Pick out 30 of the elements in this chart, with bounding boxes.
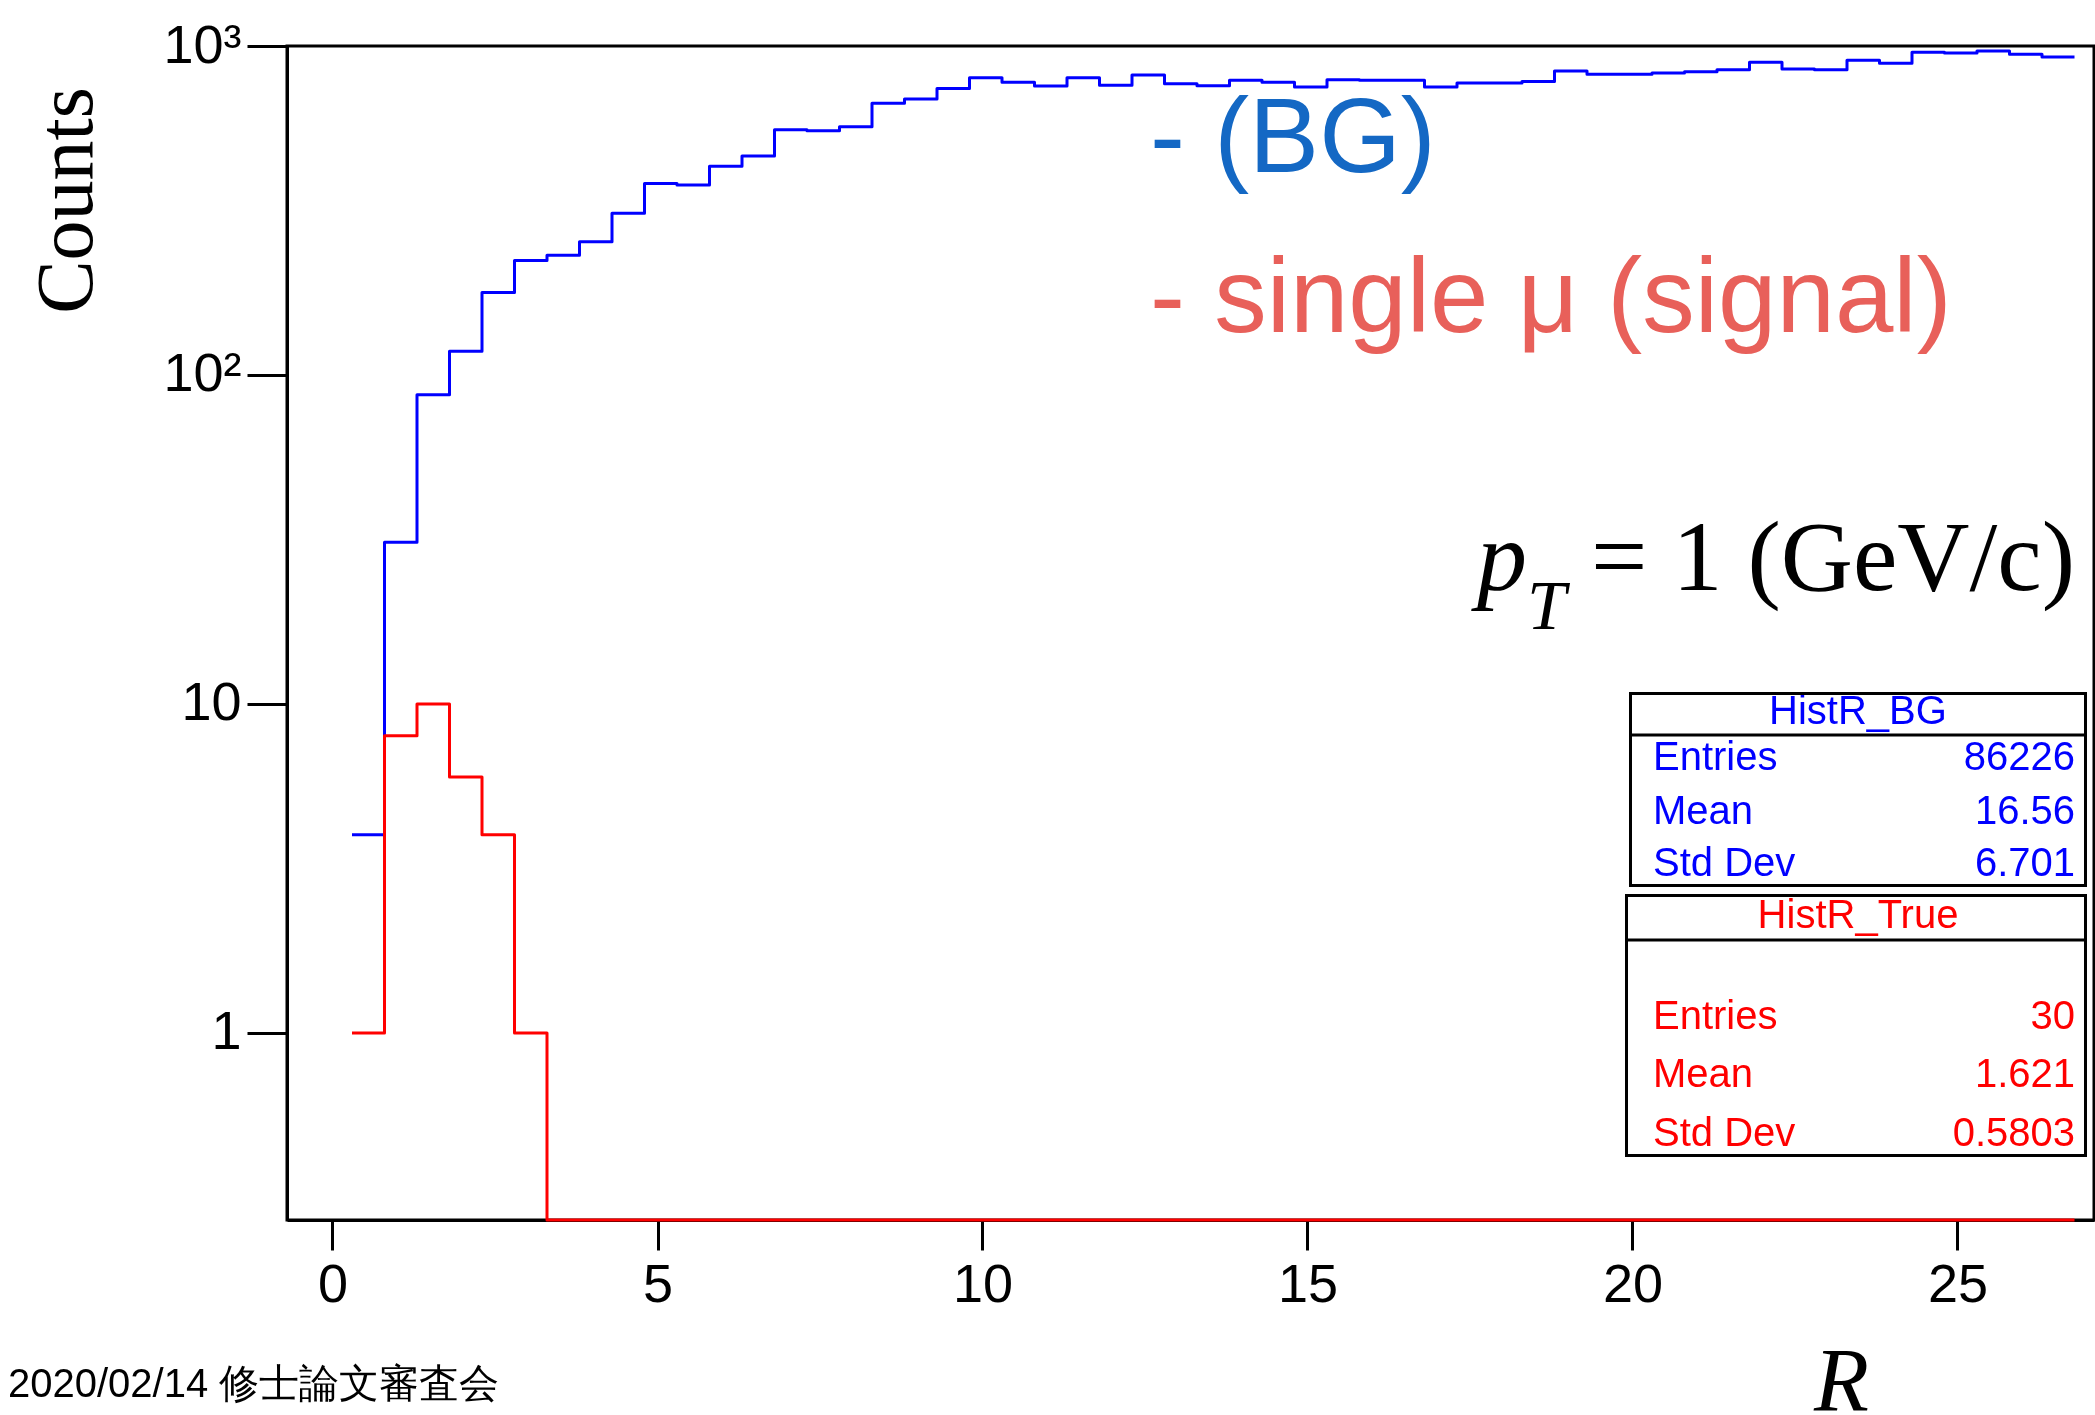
y-tick-label: 10: [181, 671, 242, 732]
annotation: 1.621: [1974, 1051, 2075, 1095]
annotation: - (BG): [1150, 77, 1436, 194]
annotation: 16.56: [1974, 788, 2075, 832]
annotation: 6.701: [1974, 840, 2075, 884]
annotation: HistR_True: [1757, 892, 1959, 936]
x-axis-title: R: [1813, 1330, 1869, 1415]
y-axis-title: Counts: [20, 87, 109, 314]
x-tick-label: 5: [642, 1252, 674, 1313]
x-tick-label: 20: [1602, 1252, 1664, 1313]
annotation: Std Dev: [1653, 840, 1796, 884]
annotation: Entries: [1653, 734, 1778, 778]
x-tick-label: 10: [952, 1252, 1014, 1313]
annotation: 86226: [1963, 734, 2075, 778]
annotation: HistR_BG: [1769, 688, 1947, 732]
annotation: 30: [2030, 993, 2075, 1037]
annotation: Mean: [1653, 788, 1754, 832]
annotation: Mean: [1653, 1051, 1754, 1095]
annotation: Entries: [1653, 993, 1778, 1037]
annotation: 0.5803: [1952, 1110, 2075, 1154]
y-tick-label: 1: [211, 1000, 242, 1061]
x-tick-label: 0: [317, 1252, 349, 1313]
x-tick-label: 15: [1277, 1252, 1339, 1313]
annotation: Std Dev: [1653, 1110, 1796, 1154]
text: 2020/02/14 修士論文審査会: [8, 1361, 500, 1405]
annotation: - single μ (signal): [1150, 237, 1952, 354]
x-tick-label: 25: [1927, 1252, 1989, 1313]
annotation: p$_{T}$ = 1 (GeV/c): [1471, 501, 2075, 644]
y-tick-label: 10³: [163, 13, 242, 74]
y-tick-label: 10²: [163, 342, 242, 403]
